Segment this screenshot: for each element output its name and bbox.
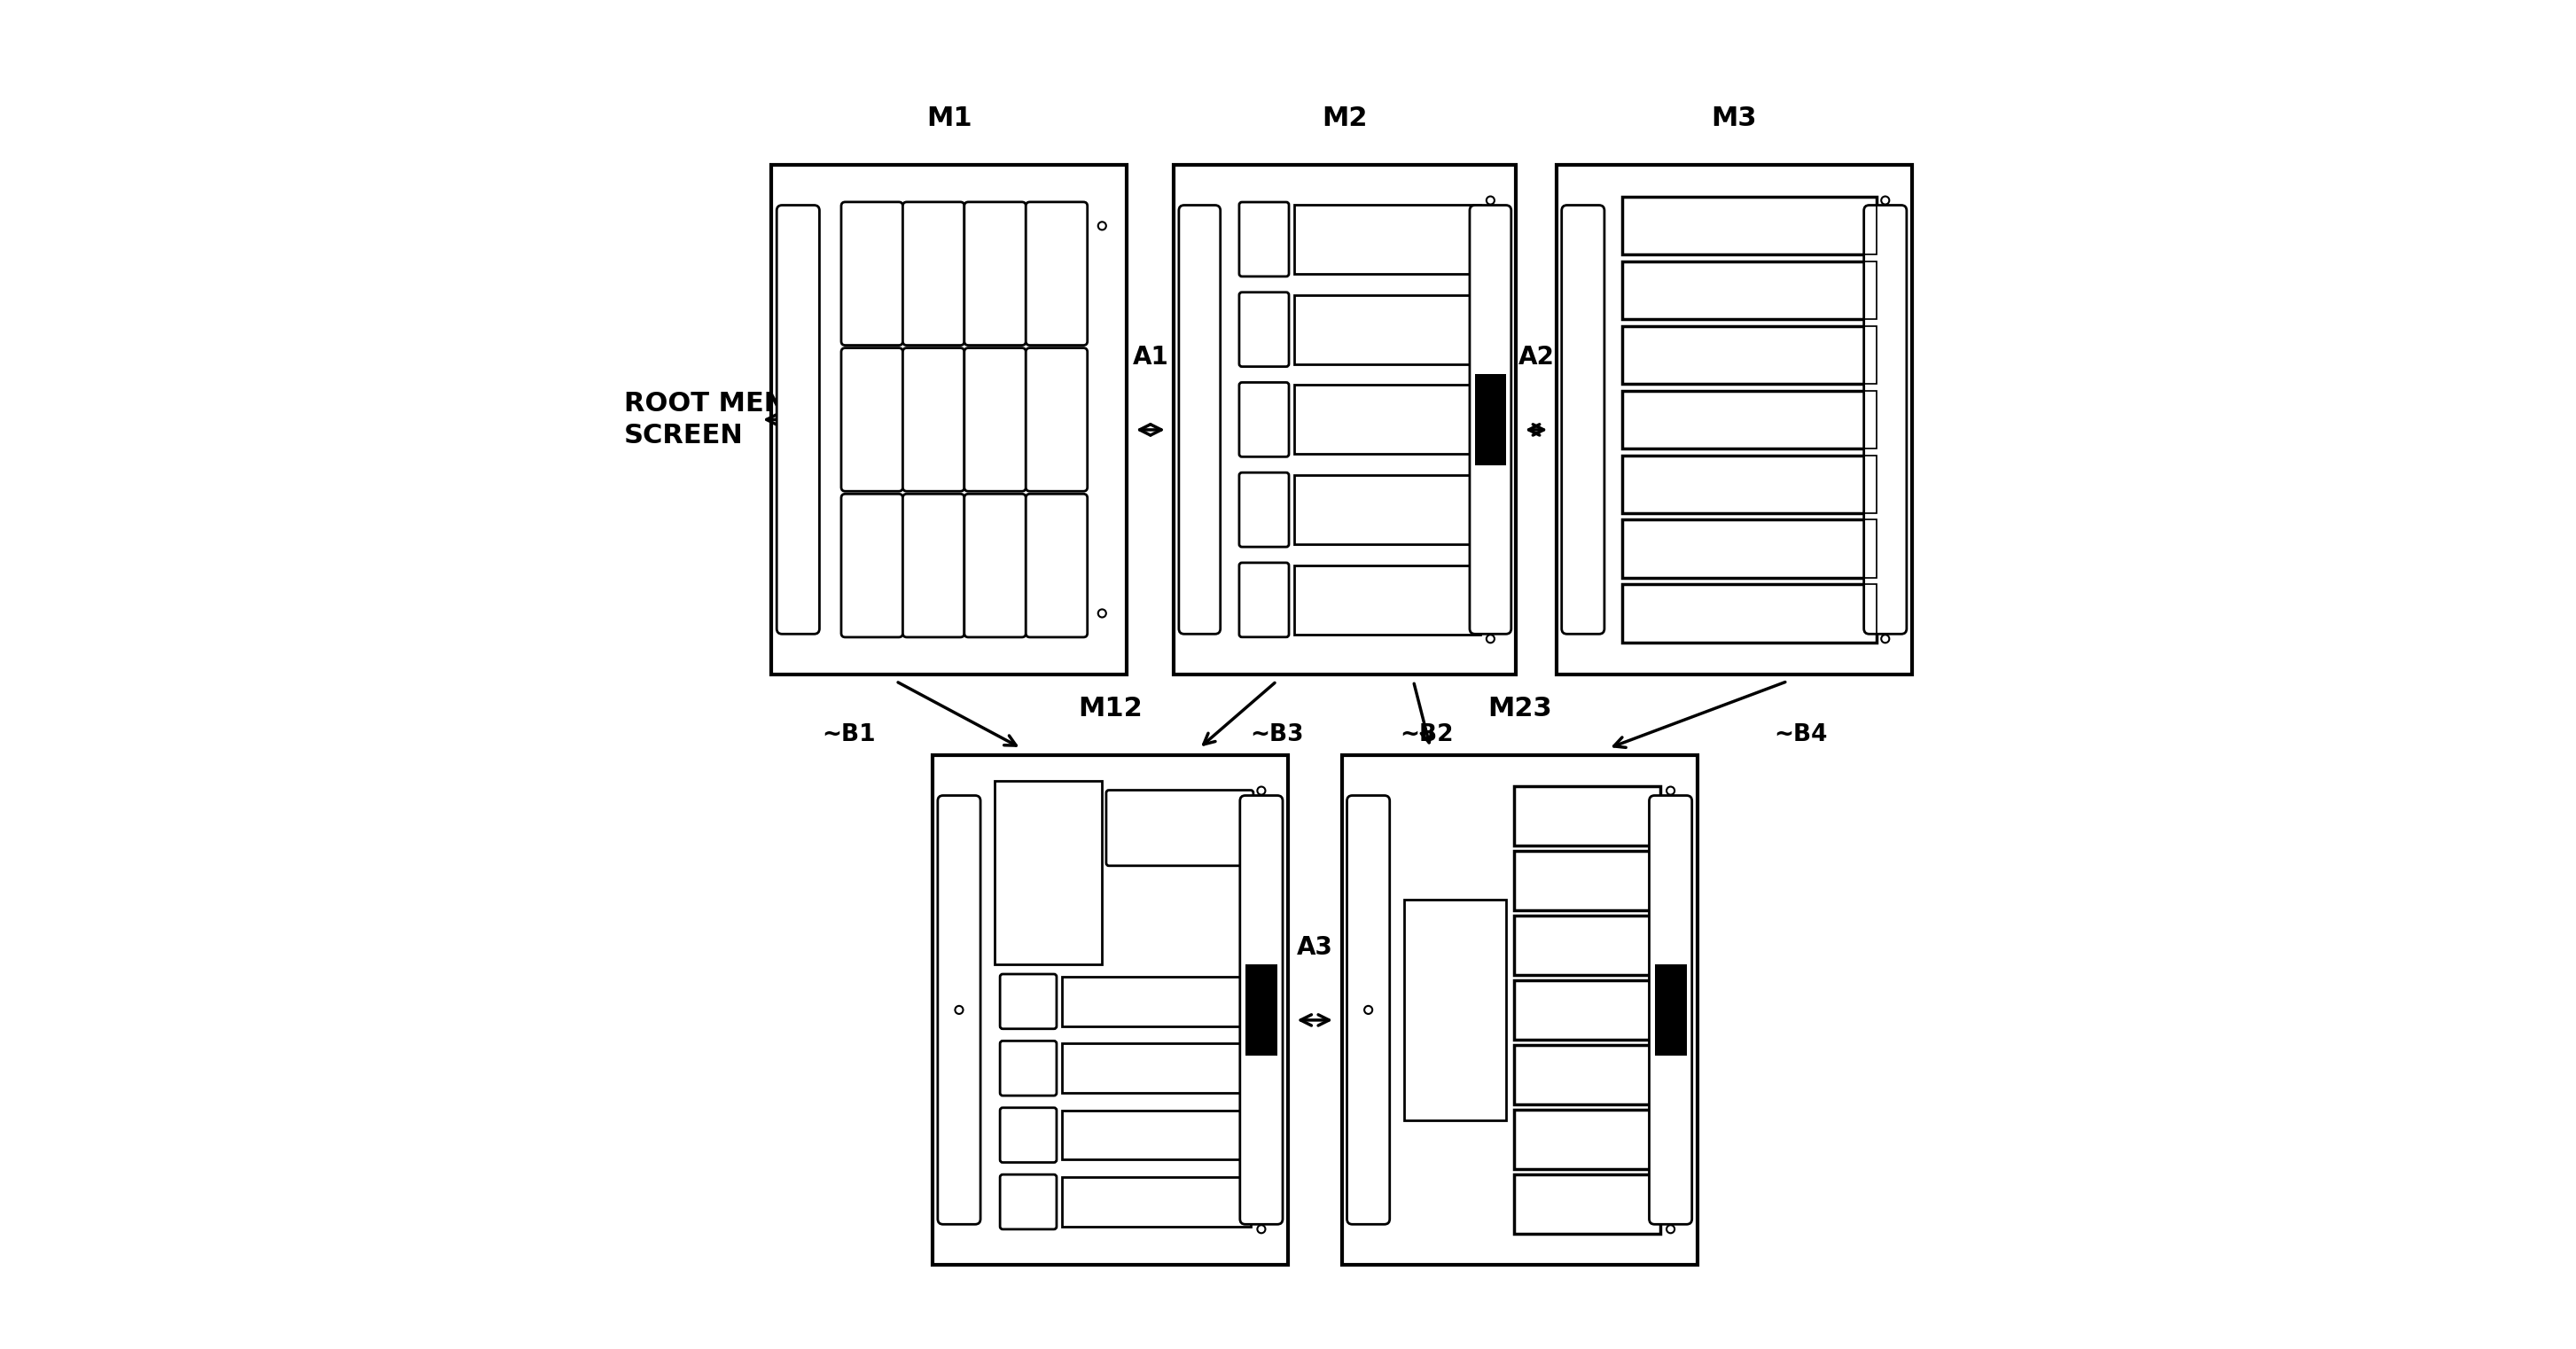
- Text: M1: M1: [927, 105, 971, 131]
- Bar: [1293, 475, 1481, 544]
- FancyBboxPatch shape: [842, 348, 902, 491]
- FancyBboxPatch shape: [1561, 205, 1605, 634]
- FancyBboxPatch shape: [1239, 472, 1288, 546]
- Bar: [1244, 965, 1278, 1056]
- FancyBboxPatch shape: [1105, 791, 1255, 866]
- Text: ROOT MENU
SCREEN: ROOT MENU SCREEN: [623, 391, 809, 448]
- Circle shape: [1257, 1225, 1265, 1233]
- FancyBboxPatch shape: [778, 205, 819, 634]
- Bar: [1061, 1178, 1252, 1226]
- Circle shape: [1257, 786, 1265, 795]
- FancyBboxPatch shape: [1239, 202, 1288, 277]
- Circle shape: [1486, 635, 1494, 643]
- Bar: [1515, 786, 1659, 846]
- Text: A2: A2: [1517, 344, 1553, 370]
- Text: M23: M23: [1486, 696, 1551, 722]
- FancyBboxPatch shape: [842, 494, 902, 637]
- Text: A1: A1: [1133, 344, 1170, 370]
- Bar: [1623, 519, 1875, 577]
- FancyBboxPatch shape: [1239, 796, 1283, 1225]
- Bar: [770, 165, 1126, 674]
- FancyBboxPatch shape: [1649, 796, 1692, 1225]
- Bar: [1654, 965, 1687, 1056]
- FancyBboxPatch shape: [999, 1041, 1056, 1095]
- Bar: [1623, 326, 1875, 384]
- FancyBboxPatch shape: [1025, 348, 1087, 491]
- Circle shape: [1880, 635, 1888, 643]
- FancyBboxPatch shape: [1025, 202, 1087, 345]
- FancyBboxPatch shape: [902, 202, 963, 345]
- Text: M12: M12: [1077, 696, 1144, 722]
- FancyBboxPatch shape: [963, 202, 1025, 345]
- Bar: [1623, 455, 1875, 513]
- FancyBboxPatch shape: [1471, 205, 1512, 634]
- FancyBboxPatch shape: [842, 202, 902, 345]
- Bar: [1293, 295, 1481, 364]
- Bar: [994, 781, 1103, 965]
- FancyBboxPatch shape: [999, 974, 1056, 1029]
- Bar: [1061, 1110, 1252, 1160]
- FancyBboxPatch shape: [963, 348, 1025, 491]
- Bar: [1061, 977, 1252, 1027]
- Bar: [1623, 262, 1875, 320]
- FancyBboxPatch shape: [1239, 293, 1288, 367]
- Bar: [1623, 197, 1875, 255]
- Circle shape: [1097, 221, 1105, 229]
- Text: A3: A3: [1296, 935, 1332, 959]
- Bar: [1515, 1045, 1659, 1105]
- Bar: [1342, 755, 1698, 1265]
- FancyBboxPatch shape: [1239, 563, 1288, 637]
- Bar: [1293, 565, 1481, 634]
- Circle shape: [1667, 786, 1674, 795]
- FancyBboxPatch shape: [1180, 205, 1221, 634]
- Bar: [1623, 584, 1875, 642]
- Bar: [1476, 374, 1507, 465]
- Bar: [1623, 455, 1875, 513]
- FancyBboxPatch shape: [999, 1175, 1056, 1229]
- Bar: [1175, 165, 1517, 674]
- Text: M2: M2: [1321, 105, 1368, 131]
- Circle shape: [1667, 1225, 1674, 1233]
- FancyBboxPatch shape: [902, 348, 963, 491]
- Bar: [1515, 981, 1659, 1040]
- Bar: [1404, 900, 1507, 1120]
- Bar: [1623, 197, 1875, 255]
- Bar: [1515, 916, 1659, 975]
- Circle shape: [956, 1006, 963, 1014]
- Circle shape: [1097, 610, 1105, 618]
- FancyBboxPatch shape: [999, 1108, 1056, 1163]
- Text: ~B3: ~B3: [1249, 723, 1303, 746]
- Bar: [1623, 391, 1875, 448]
- Bar: [1623, 391, 1875, 448]
- FancyBboxPatch shape: [902, 494, 963, 637]
- Text: M3: M3: [1710, 105, 1757, 131]
- Bar: [1061, 1044, 1252, 1093]
- Bar: [1623, 326, 1875, 384]
- FancyBboxPatch shape: [1865, 205, 1906, 634]
- Text: ~B2: ~B2: [1399, 723, 1453, 746]
- Bar: [1293, 205, 1481, 274]
- Bar: [1515, 1110, 1659, 1170]
- Bar: [1515, 851, 1659, 911]
- Bar: [1556, 165, 1911, 674]
- Circle shape: [1365, 1006, 1373, 1014]
- FancyBboxPatch shape: [1239, 382, 1288, 457]
- Bar: [1623, 262, 1875, 320]
- FancyBboxPatch shape: [938, 796, 981, 1225]
- Bar: [1623, 584, 1875, 642]
- Bar: [1515, 1175, 1659, 1234]
- FancyBboxPatch shape: [1347, 796, 1388, 1225]
- Bar: [1623, 519, 1875, 577]
- Circle shape: [1880, 197, 1888, 205]
- Text: ~B1: ~B1: [822, 723, 876, 746]
- Bar: [1293, 384, 1481, 455]
- Text: ~B4: ~B4: [1775, 723, 1826, 746]
- Circle shape: [1486, 197, 1494, 205]
- FancyBboxPatch shape: [963, 494, 1025, 637]
- FancyBboxPatch shape: [1025, 494, 1087, 637]
- Bar: [933, 755, 1288, 1265]
